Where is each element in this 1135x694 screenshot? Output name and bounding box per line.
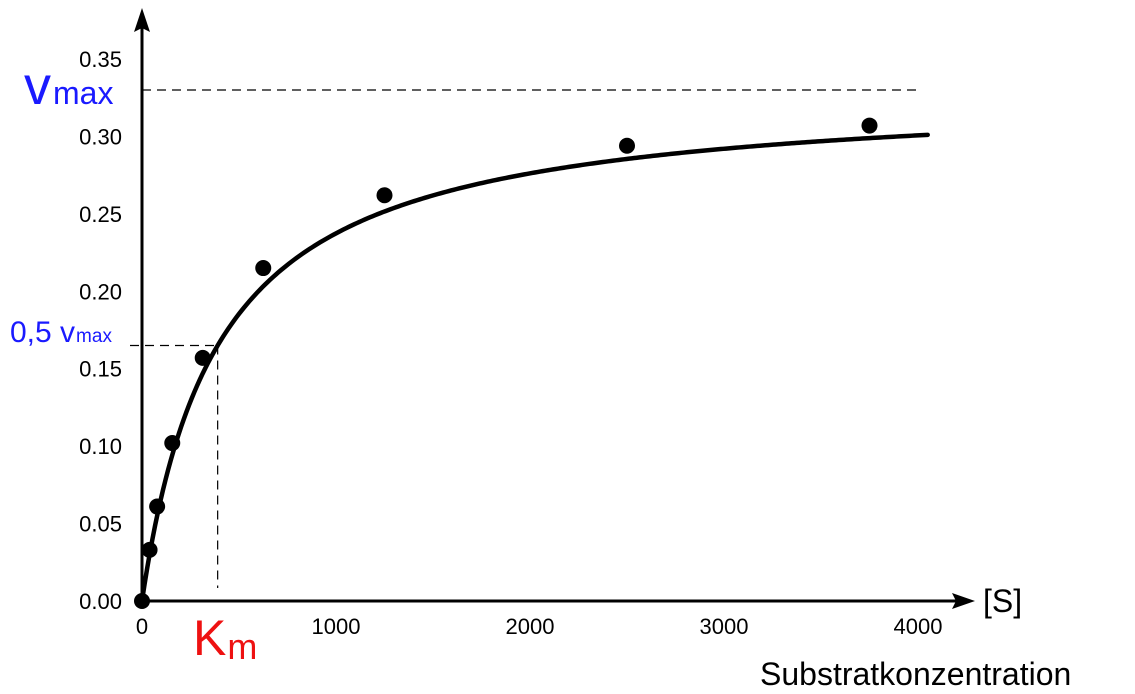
- axes: [134, 8, 975, 609]
- vmax-label-sub: max: [53, 75, 113, 111]
- data-point: [164, 435, 181, 452]
- x-tick-label: 2000: [506, 614, 555, 639]
- reference-lines: [130, 89, 918, 588]
- km-label-sub: m: [227, 626, 257, 667]
- y-tick-label: 0.05: [79, 512, 122, 537]
- y-tick-label: 0.30: [79, 124, 122, 149]
- y-tick-label: 0.15: [79, 357, 122, 382]
- km-label-main: K: [193, 610, 226, 666]
- y-axis-arrow: [134, 8, 150, 32]
- data-points: [134, 117, 878, 609]
- x-tick-labels: 0 1000 2000 3000 4000: [136, 614, 943, 639]
- y-tick-label: 0.25: [79, 202, 122, 227]
- data-point: [141, 541, 158, 558]
- km-label: Km: [193, 610, 257, 667]
- fit-curve: [139, 132, 930, 604]
- x-tick-label: 3000: [700, 614, 749, 639]
- half-vmax-label-main: 0,5 v: [10, 316, 75, 349]
- vmax-label: vmax: [24, 56, 113, 116]
- x-axis-title: Substratkonzentration: [760, 656, 1071, 692]
- data-point: [255, 260, 272, 277]
- x-axis-arrow: [952, 593, 975, 609]
- y-tick-labels: 0.00 0.05 0.10 0.15 0.20 0.25 0.30 0.35: [79, 47, 122, 614]
- data-point: [149, 498, 166, 515]
- vmax-label-main: v: [24, 56, 51, 116]
- x-tick-label: 1000: [312, 614, 361, 639]
- x-tick-label: 0: [136, 614, 148, 639]
- data-point: [376, 187, 393, 204]
- y-tick-label: 0.20: [79, 279, 122, 304]
- y-tick-label: 0.35: [79, 47, 122, 72]
- data-point: [861, 117, 878, 134]
- data-point: [134, 593, 150, 609]
- half-vmax-label: 0,5 vmax: [10, 316, 112, 349]
- y-tick-label: 0.10: [79, 434, 122, 459]
- x-axis-unit-label: [S]: [983, 583, 1022, 619]
- x-tick-label: 4000: [894, 614, 943, 639]
- data-point: [619, 137, 635, 154]
- data-point: [194, 349, 211, 366]
- y-tick-label: 0.00: [79, 589, 122, 614]
- half-vmax-label-sub: max: [76, 326, 112, 347]
